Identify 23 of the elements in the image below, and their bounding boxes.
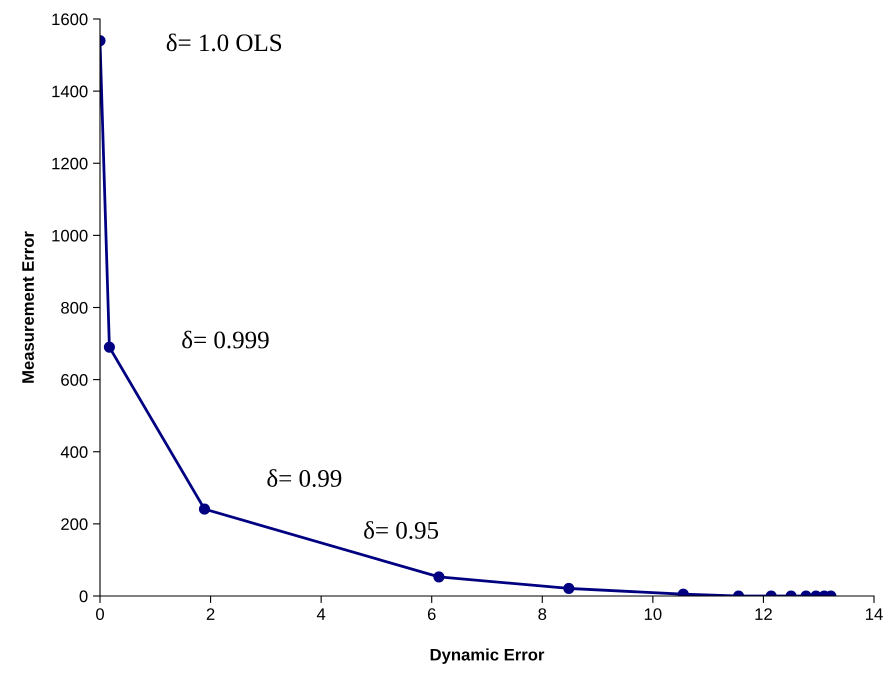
y-tick-label: 400 [60, 446, 88, 458]
x-tick-label: 2 [206, 608, 214, 620]
x-axis-title: Dynamic Error [430, 648, 544, 664]
x-tick-label: 4 [316, 608, 326, 620]
y-tick-label: 0 [80, 590, 88, 602]
y-tick-label: 1600 [52, 13, 88, 26]
x-tick-label: 8 [538, 608, 546, 620]
annotation: δ= 0.95 [364, 521, 438, 539]
x-tick-label: 12 [755, 608, 772, 620]
y-tick-label: 600 [61, 374, 88, 386]
y-tick-label: 800 [61, 302, 88, 314]
x-tick-label: 0 [96, 608, 104, 620]
annotation: δ= 1.0 OLS [166, 34, 282, 52]
x-tick-label: 14 [866, 608, 883, 620]
y-tick-label: 1200 [52, 158, 88, 170]
y-tick-label: 200 [61, 518, 88, 530]
y-tick-label: 1400 [52, 86, 88, 98]
y-tick-label: 1000 [52, 230, 88, 242]
x-tick-label: 6 [428, 608, 436, 620]
annotation: δ= 0.99 [267, 469, 342, 487]
annotation: δ= 0.999 [182, 330, 269, 348]
y-axis-title: Measurement Error [22, 231, 34, 383]
x-tick-label: 10 [644, 608, 662, 620]
